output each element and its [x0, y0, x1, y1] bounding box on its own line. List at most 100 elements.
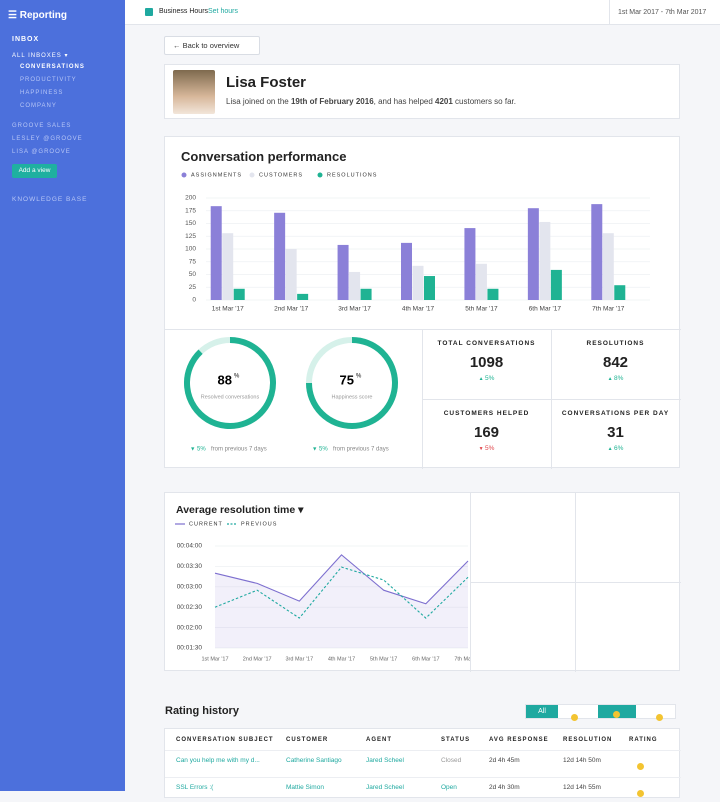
- line: [214, 554, 469, 605]
- emoji: [637, 763, 644, 770]
- cell: 2d 4h 30m: [489, 784, 520, 791]
- legend-swatch: [317, 172, 323, 178]
- nav-item[interactable]: HAPPINESS: [20, 90, 64, 96]
- column-header: STATUS: [441, 737, 471, 743]
- bar: [550, 269, 562, 300]
- y-tick-label: 50: [189, 271, 197, 278]
- set-hours-link[interactable]: Set hours: [208, 8, 238, 15]
- legend-label: ASSIGNMENTS: [191, 172, 242, 178]
- nav-item[interactable]: CONVERSATIONS: [20, 64, 85, 70]
- nav-item[interactable]: COMPANY: [20, 103, 57, 109]
- profile-card: Lisa Foster Lisa joined on the 19th of F…: [164, 64, 680, 119]
- nav-item[interactable]: GROOVE SALES: [12, 123, 72, 129]
- chart-title: Average resolution time: [176, 504, 296, 516]
- arrow: ▼: [478, 446, 485, 452]
- x-tick-label: 7th Mar '17: [454, 656, 470, 662]
- bar: [222, 233, 234, 300]
- checkbox[interactable]: [145, 8, 153, 16]
- y-tick-label: 00:03:30: [177, 563, 203, 570]
- bar: [337, 244, 349, 300]
- nav-item[interactable]: KNOWLEDGE BASE: [12, 196, 88, 203]
- add-view-button[interactable]: Add a view: [12, 164, 57, 178]
- gauge-arc: [184, 337, 276, 429]
- group-label: ALL INBOXES: [12, 53, 62, 59]
- bar: [360, 288, 372, 300]
- stat-value: 842: [602, 354, 629, 371]
- y-tick-label: 200: [185, 195, 196, 202]
- y-tick-label: 00:01:30: [177, 645, 203, 652]
- gauge-note: from previous 7 days: [333, 447, 389, 453]
- bar: [591, 204, 603, 300]
- nav-item[interactable]: LISA @GROOVE: [12, 149, 71, 155]
- nav-item[interactable]: PRODUCTIVITY: [20, 77, 77, 83]
- menu[interactable]: ☰ Reporting: [8, 10, 67, 21]
- y-tick-label: 25: [189, 284, 197, 291]
- profile-text: Lisa joined on the 19th of February 2016…: [226, 97, 516, 106]
- column-header: AGENT: [366, 737, 392, 743]
- cell: 12d 14h 55m: [563, 784, 601, 791]
- gauge-arrow: ▼: [312, 446, 317, 452]
- cell[interactable]: Jared Scheel: [366, 757, 404, 764]
- x-tick-label: 1st Mar '17: [201, 656, 228, 662]
- app-title: Reporting: [19, 10, 67, 21]
- gauge-change: 5%: [197, 447, 206, 453]
- filter-emoji[interactable]: [656, 708, 663, 726]
- y-tick-label: 00:02:00: [177, 624, 203, 631]
- stat-label: CUSTOMERS HELPED: [443, 410, 530, 417]
- legend-label: CUSTOMERS: [259, 172, 303, 178]
- gauge-label: Happiness score: [332, 394, 373, 400]
- rating-emoji: [637, 784, 644, 802]
- column-header: CUSTOMER: [286, 737, 329, 743]
- change-value: 6%: [613, 445, 624, 452]
- stat-value: 169: [473, 424, 500, 441]
- text: customers so far.: [452, 97, 516, 106]
- change-value: 8%: [613, 375, 624, 382]
- legend-swatch: [249, 172, 255, 178]
- x-tick-label: 2nd Mar '17: [243, 656, 272, 662]
- y-tick-label: 75: [189, 258, 197, 265]
- bar: [424, 276, 435, 300]
- bar: [475, 263, 487, 300]
- column-header: RATING: [629, 737, 658, 743]
- filter-emoji-active[interactable]: [598, 705, 636, 718]
- sidebar: ☰ Reporting INBOX ALL INBOXES ▾ CONVERSA…: [0, 0, 125, 791]
- x-tick-label: 6th Mar '17: [412, 656, 439, 662]
- date-range[interactable]: 1st Mar 2017 - 7th Mar 2017: [609, 0, 706, 25]
- gauge-value: 75: [340, 372, 354, 387]
- gauge-change: 5%: [319, 447, 328, 453]
- bar: [412, 265, 424, 300]
- stat-change: ▲ 6%: [551, 445, 680, 452]
- x-tick-label: 4th Mar '17: [402, 306, 435, 313]
- section: INBOX: [12, 36, 40, 43]
- cell[interactable]: Jared Scheel: [366, 784, 404, 791]
- cell[interactable]: SSL Errors :(: [176, 784, 214, 791]
- y-tick-label: 100: [185, 246, 196, 253]
- legend-label: CURRENT: [189, 521, 223, 527]
- x-tick-label: 7th Mar '17: [592, 306, 625, 313]
- group[interactable]: ALL INBOXES ▾: [12, 53, 69, 59]
- filter-emoji[interactable]: [571, 708, 578, 726]
- nav-item[interactable]: LESLEY @GROOVE: [12, 136, 83, 142]
- filter-all[interactable]: All: [526, 705, 558, 718]
- arrow: ▲: [607, 446, 614, 452]
- back-button[interactable]: ← Back to overview: [164, 36, 260, 55]
- topbar: Business Hours Set hours 1st Mar 2017 - …: [125, 0, 720, 25]
- x-tick-label: 6th Mar '17: [529, 306, 562, 313]
- gauge-arrow: ▼: [190, 446, 195, 452]
- cell[interactable]: Can you help me with my d...: [176, 757, 260, 764]
- cell[interactable]: Catherine Santiago: [286, 757, 342, 764]
- change-value: 5%: [484, 375, 495, 382]
- area: [215, 554, 468, 648]
- bar: [464, 228, 476, 300]
- chart-title: Conversation performance: [181, 149, 347, 164]
- cell[interactable]: Mattie Simon: [286, 784, 324, 791]
- stat-value: 31: [607, 424, 624, 441]
- stat-label: CONVERSATIONS PER DAY: [561, 410, 670, 417]
- y-tick-label: 0: [192, 297, 196, 304]
- divider: [422, 399, 681, 400]
- row-divider: [165, 777, 681, 778]
- x-tick-label: 1st Mar '17: [212, 306, 244, 313]
- y-tick-label: 175: [185, 207, 196, 214]
- chart-title-wrap[interactable]: Average resolution time ▾: [176, 504, 304, 516]
